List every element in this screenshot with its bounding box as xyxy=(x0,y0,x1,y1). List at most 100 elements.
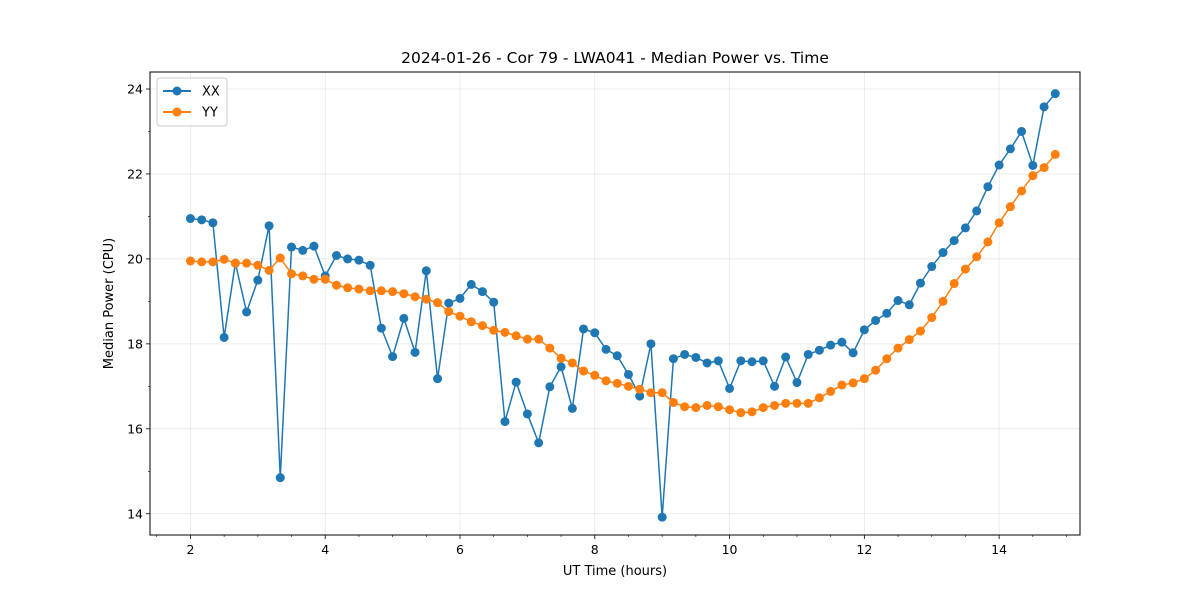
data-point-xx xyxy=(1050,89,1060,99)
data-point-xx xyxy=(848,348,858,358)
data-point-yy xyxy=(781,398,791,408)
data-point-xx xyxy=(758,356,768,366)
data-point-xx xyxy=(960,223,970,233)
data-point-yy xyxy=(511,331,521,341)
data-point-xx xyxy=(477,287,487,297)
data-point-yy xyxy=(489,325,499,335)
data-point-xx xyxy=(1028,160,1038,170)
data-point-xx xyxy=(691,352,701,362)
series-yy xyxy=(185,149,1060,418)
data-point-xx xyxy=(197,215,207,225)
data-point-yy xyxy=(309,274,319,284)
data-point-xx xyxy=(185,214,195,224)
data-point-xx xyxy=(421,266,431,276)
data-point-xx xyxy=(466,279,476,289)
data-point-xx xyxy=(365,260,375,270)
data-point-yy xyxy=(893,343,903,353)
data-point-yy xyxy=(275,253,285,263)
data-point-yy xyxy=(477,321,487,331)
y-tick-label: 18 xyxy=(127,336,143,351)
data-point-xx xyxy=(623,369,633,379)
data-point-xx xyxy=(489,297,499,307)
data-point-xx xyxy=(500,417,510,427)
data-point-yy xyxy=(792,398,802,408)
data-point-yy xyxy=(376,286,386,296)
data-point-yy xyxy=(242,258,252,268)
data-point-xx xyxy=(601,344,611,354)
data-point-xx xyxy=(747,357,757,367)
data-point-yy xyxy=(972,252,982,262)
data-point-yy xyxy=(197,257,207,267)
y-tick-label: 24 xyxy=(127,81,143,96)
data-point-yy xyxy=(927,313,937,323)
data-point-yy xyxy=(253,260,263,270)
x-tick-label: 8 xyxy=(591,542,599,557)
data-point-yy xyxy=(960,264,970,274)
data-point-yy xyxy=(298,271,308,281)
data-point-xx xyxy=(713,356,723,366)
data-point-yy xyxy=(635,384,645,394)
data-point-yy xyxy=(534,334,544,344)
data-point-xx xyxy=(1039,102,1049,112)
data-point-xx xyxy=(522,409,532,419)
data-point-yy xyxy=(882,354,892,364)
data-point-xx xyxy=(657,512,667,522)
data-point-xx xyxy=(287,242,297,252)
data-point-xx xyxy=(388,352,398,362)
data-point-xx xyxy=(803,349,813,359)
data-point-xx xyxy=(837,337,847,347)
data-point-yy xyxy=(668,397,678,407)
data-point-yy xyxy=(433,298,443,308)
data-point-xx xyxy=(612,351,622,361)
data-point-yy xyxy=(848,378,858,388)
data-point-xx xyxy=(567,403,577,413)
data-point-yy xyxy=(1050,149,1060,159)
data-point-xx xyxy=(354,255,364,265)
data-point-yy xyxy=(590,370,600,380)
data-point-yy xyxy=(545,343,555,353)
x-axis-label: UT Time (hours) xyxy=(563,564,667,579)
y-tick-label: 22 xyxy=(127,166,143,181)
data-point-yy xyxy=(803,398,813,408)
data-point-xx xyxy=(264,221,274,231)
chart-title: 2024-01-26 - Cor 79 - LWA041 - Median Po… xyxy=(401,49,829,67)
data-point-yy xyxy=(601,376,611,386)
data-point-xx xyxy=(275,473,285,483)
data-point-yy xyxy=(208,257,218,267)
data-point-xx xyxy=(433,374,443,384)
data-point-yy xyxy=(871,365,881,375)
data-point-xx xyxy=(579,324,589,334)
legend-label-yy: YY xyxy=(201,106,218,121)
data-point-xx xyxy=(893,296,903,306)
x-tick-label: 2 xyxy=(186,542,194,557)
data-point-xx xyxy=(444,298,454,308)
data-point-xx xyxy=(938,248,948,258)
data-point-xx xyxy=(725,383,735,393)
data-point-xx xyxy=(915,278,925,288)
data-point-yy xyxy=(837,380,847,390)
data-point-yy xyxy=(421,294,431,304)
data-point-xx xyxy=(253,275,263,285)
data-point-yy xyxy=(287,269,297,279)
data-point-yy xyxy=(646,388,656,398)
legend-marker-yy xyxy=(172,107,182,117)
data-point-yy xyxy=(623,381,633,391)
data-point-xx xyxy=(556,362,566,372)
data-point-yy xyxy=(556,353,566,363)
data-point-yy xyxy=(579,366,589,376)
data-point-yy xyxy=(904,335,914,345)
data-point-xx xyxy=(983,182,993,192)
data-point-xx xyxy=(927,262,937,272)
x-tick-label: 4 xyxy=(321,542,329,557)
data-point-xx xyxy=(781,352,791,362)
data-point-yy xyxy=(410,292,420,302)
data-point-yy xyxy=(331,280,341,290)
legend-marker-xx xyxy=(172,86,182,96)
data-point-yy xyxy=(219,254,229,264)
data-point-xx xyxy=(399,313,409,323)
data-point-xx xyxy=(668,354,678,364)
data-point-xx xyxy=(646,339,656,349)
data-point-xx xyxy=(534,438,544,448)
